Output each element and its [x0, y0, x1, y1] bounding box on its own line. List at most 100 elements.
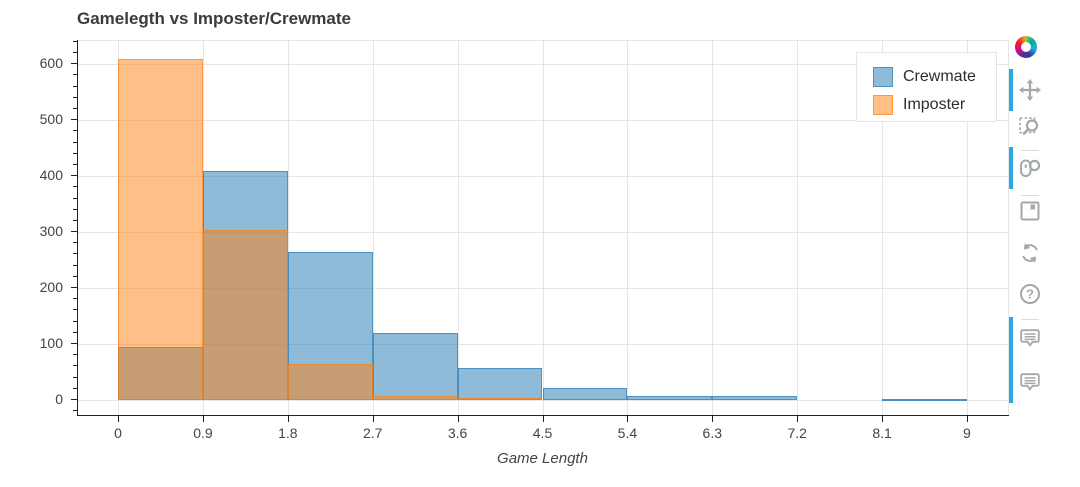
gridline-horizontal: [77, 120, 1008, 122]
y-minor-tick: [73, 107, 77, 109]
y-minor-tick: [73, 410, 77, 412]
legend-swatch: [873, 95, 893, 115]
y-minor-tick: [73, 74, 77, 76]
y-tick-label: 100: [39, 335, 63, 352]
save-icon: [1020, 201, 1040, 221]
y-tick-label: 0: [55, 390, 63, 407]
y-major-tick: [71, 63, 77, 65]
legend-label: Imposter: [903, 96, 966, 113]
legend-label: Crewmate: [903, 68, 976, 85]
y-major-tick: [71, 398, 77, 400]
bokeh-logo-icon[interactable]: [1015, 36, 1037, 58]
hover-icon: [1020, 329, 1040, 347]
x-major-tick: [712, 416, 714, 422]
gridline-vertical: [966, 41, 968, 416]
histogram-bar: [627, 396, 713, 400]
x-major-tick: [882, 416, 884, 422]
y-minor-tick: [73, 130, 77, 132]
x-major-tick: [966, 416, 968, 422]
reset-icon: [1022, 243, 1038, 263]
legend-swatch: [873, 67, 893, 87]
x-tick-label: 2.7: [362, 425, 383, 441]
x-major-tick: [457, 416, 459, 422]
y-minor-tick: [73, 85, 77, 87]
gridline-vertical: [882, 41, 884, 416]
y-minor-tick: [73, 354, 77, 356]
help-tool[interactable]: ?: [1017, 281, 1043, 307]
x-tick-label: 1.8: [278, 425, 298, 441]
x-tick-label: 8.1: [872, 425, 892, 441]
gridline-vertical: [542, 41, 544, 416]
reset-tool[interactable]: [1017, 240, 1043, 266]
save-tool[interactable]: [1017, 198, 1043, 224]
legend-item: Imposter: [873, 95, 996, 115]
y-minor-tick: [73, 219, 77, 221]
y-minor-tick: [73, 298, 77, 300]
gridline-vertical: [797, 41, 799, 416]
y-tick-label: 500: [39, 111, 63, 128]
gridline-horizontal: [77, 344, 1008, 346]
chart-title: Gamelegth vs Imposter/Crewmate: [77, 9, 351, 28]
wheel-zoom-tool[interactable]: [1017, 155, 1043, 181]
gridline-vertical: [287, 41, 289, 416]
y-minor-tick: [73, 275, 77, 277]
y-major-tick: [71, 119, 77, 121]
x-major-tick: [797, 416, 799, 422]
x-major-tick: [202, 416, 204, 422]
hover-tool-2[interactable]: [1017, 369, 1043, 395]
x-major-tick: [118, 416, 120, 422]
x-tick-label: 5.4: [617, 425, 638, 441]
active-tool-indicator: [1009, 147, 1013, 189]
hover-tool-1[interactable]: [1017, 325, 1043, 351]
histogram-bar: [118, 58, 203, 400]
y-minor-tick: [73, 365, 77, 367]
y-major-tick: [71, 231, 77, 233]
gridline-vertical: [627, 41, 629, 416]
x-tick-label: 0.9: [193, 425, 213, 441]
help-icon: ?: [1020, 284, 1040, 304]
histogram-bar: [882, 398, 967, 401]
svg-text:?: ?: [1026, 287, 1034, 302]
x-major-tick: [627, 416, 629, 422]
y-minor-tick: [73, 253, 77, 255]
x-tick-label: 7.2: [787, 425, 807, 441]
legend: Crewmate Imposter: [856, 52, 997, 122]
hover-icon: [1020, 373, 1040, 391]
gridline-horizontal: [77, 288, 1008, 290]
gridline-vertical: [457, 41, 459, 416]
y-minor-tick: [73, 331, 77, 333]
y-minor-tick: [73, 96, 77, 98]
x-tick-label: 6.3: [702, 425, 723, 441]
x-major-tick: [287, 416, 289, 422]
x-major-tick: [542, 416, 544, 422]
x-tick-label: 3.6: [447, 425, 468, 441]
y-major-tick: [71, 343, 77, 345]
y-minor-tick: [73, 208, 77, 210]
histogram-bar: [542, 387, 628, 400]
active-tool-indicator: [1009, 69, 1013, 111]
plot-area[interactable]: [77, 40, 1009, 416]
gridline-horizontal: [77, 64, 1008, 66]
gridline-vertical: [712, 41, 714, 416]
y-tick-label: 400: [39, 167, 63, 184]
x-tick-label: 4.5: [532, 425, 553, 441]
pan-tool[interactable]: [1017, 77, 1043, 103]
wheel-zoom-icon: [1020, 159, 1041, 177]
histogram-bar: [457, 397, 543, 400]
gridline-vertical: [372, 41, 374, 416]
y-minor-tick: [73, 40, 77, 42]
y-tick-label: 200: [39, 279, 63, 296]
box-zoom-tool[interactable]: [1017, 115, 1043, 141]
gridline-horizontal: [77, 176, 1008, 178]
toolbar: ?: [1009, 0, 1055, 420]
y-minor-tick: [73, 186, 77, 188]
box-zoom-icon: [1019, 117, 1039, 135]
histogram-bar: [202, 230, 288, 400]
toolbar-separator: [1021, 319, 1039, 320]
histogram-bar: [457, 368, 543, 400]
x-tick-label: 9: [963, 425, 971, 441]
gridline-horizontal: [77, 399, 1008, 401]
histogram-bar: [712, 395, 798, 400]
y-tick-label: 300: [39, 223, 63, 240]
